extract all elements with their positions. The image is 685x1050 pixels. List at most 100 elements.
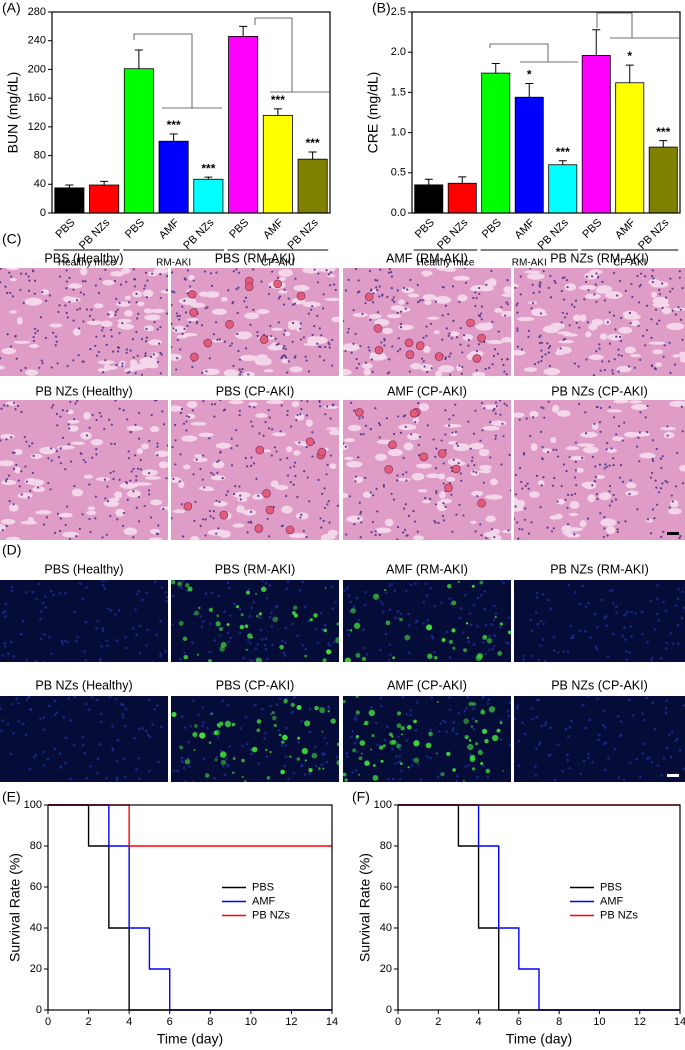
- nucleus: [332, 403, 335, 406]
- nucleus: [318, 400, 321, 402]
- tubule: [650, 281, 669, 288]
- tubule: [24, 297, 43, 306]
- nucleus: [615, 605, 618, 608]
- nucleus: [136, 354, 139, 357]
- nucleus: [378, 533, 381, 536]
- nucleus: [670, 494, 673, 497]
- nucleus: [203, 270, 207, 273]
- nucleus: [584, 629, 587, 633]
- nucleus: [103, 587, 107, 590]
- nucleus: [552, 448, 555, 451]
- signal: [370, 748, 373, 751]
- nucleus: [140, 373, 144, 376]
- tubule: [49, 323, 63, 328]
- nucleus: [282, 303, 286, 306]
- signal: [413, 719, 417, 724]
- nucleus: [283, 288, 286, 291]
- signal: [485, 768, 491, 774]
- x-tick-label: PBS: [580, 217, 604, 241]
- nucleus: [148, 493, 151, 496]
- tubule: [30, 479, 45, 486]
- nucleus: [55, 450, 58, 453]
- nucleus: [89, 765, 92, 768]
- nucleus: [358, 417, 361, 420]
- nucleus: [64, 304, 67, 307]
- nucleus: [472, 603, 476, 607]
- signal: [246, 590, 251, 595]
- nucleus: [370, 531, 373, 534]
- nucleus: [617, 424, 621, 428]
- nucleus: [372, 292, 375, 295]
- nucleus: [16, 404, 20, 408]
- nucleus: [176, 339, 179, 342]
- nucleus: [422, 601, 426, 604]
- micrograph-content: [0, 580, 168, 662]
- signal: [400, 726, 405, 731]
- nucleus: [204, 307, 207, 310]
- micrograph: [171, 268, 339, 376]
- nucleus: [608, 589, 612, 592]
- nucleus: [265, 657, 269, 661]
- tubule: [87, 506, 96, 511]
- nucleus: [599, 430, 602, 433]
- nucleus: [679, 308, 682, 311]
- tubule: [13, 340, 31, 344]
- nucleus: [395, 755, 398, 758]
- nucleus: [25, 659, 28, 662]
- nucleus: [135, 767, 138, 771]
- nucleus: [277, 276, 280, 279]
- nucleus: [201, 518, 205, 521]
- nucleus: [204, 534, 207, 537]
- tubule: [578, 284, 597, 291]
- nucleus: [201, 324, 204, 327]
- nucleus: [391, 345, 394, 348]
- nucleus: [221, 477, 224, 480]
- nucleus: [612, 463, 615, 467]
- panel-label: (C): [2, 231, 21, 247]
- nucleus: [604, 615, 608, 618]
- tubule: [71, 441, 85, 446]
- nucleus: [435, 490, 438, 493]
- tubule: [631, 404, 649, 411]
- tubule: [514, 497, 518, 505]
- nucleus: [144, 271, 148, 274]
- nucleus: [275, 343, 278, 346]
- signal: [470, 725, 474, 728]
- tubule: [0, 460, 15, 467]
- nucleus: [658, 319, 661, 322]
- nucleus: [259, 628, 263, 632]
- nucleus: [422, 622, 425, 625]
- nucleus: [175, 368, 178, 371]
- nucleus: [645, 329, 649, 332]
- nucleus: [394, 762, 398, 765]
- nucleus: [97, 350, 100, 354]
- x-tick-label: 12: [634, 1016, 646, 1028]
- nucleus: [204, 518, 207, 521]
- signal: [396, 743, 401, 749]
- signal: [311, 752, 318, 759]
- tubule: [126, 489, 141, 498]
- nucleus: [49, 590, 53, 593]
- nucleus: [73, 743, 76, 747]
- nucleus: [346, 586, 349, 590]
- nucleus: [659, 457, 663, 460]
- tubule: [6, 268, 20, 271]
- nucleus: [201, 454, 205, 457]
- nucleus: [135, 292, 138, 295]
- tubule: [595, 474, 606, 480]
- nucleus: [507, 709, 510, 713]
- nucleus: [88, 483, 91, 486]
- tubule: [136, 448, 144, 455]
- signal: [335, 637, 339, 644]
- nucleus: [680, 405, 683, 408]
- nucleus: [612, 457, 615, 460]
- tubule: [239, 354, 258, 362]
- tubule: [181, 435, 198, 442]
- nucleus: [137, 496, 140, 499]
- nucleus: [665, 746, 669, 750]
- nucleus: [522, 453, 526, 456]
- nucleus: [12, 655, 15, 658]
- nucleus: [484, 623, 488, 627]
- nucleus: [63, 639, 67, 643]
- tubule: [624, 346, 636, 354]
